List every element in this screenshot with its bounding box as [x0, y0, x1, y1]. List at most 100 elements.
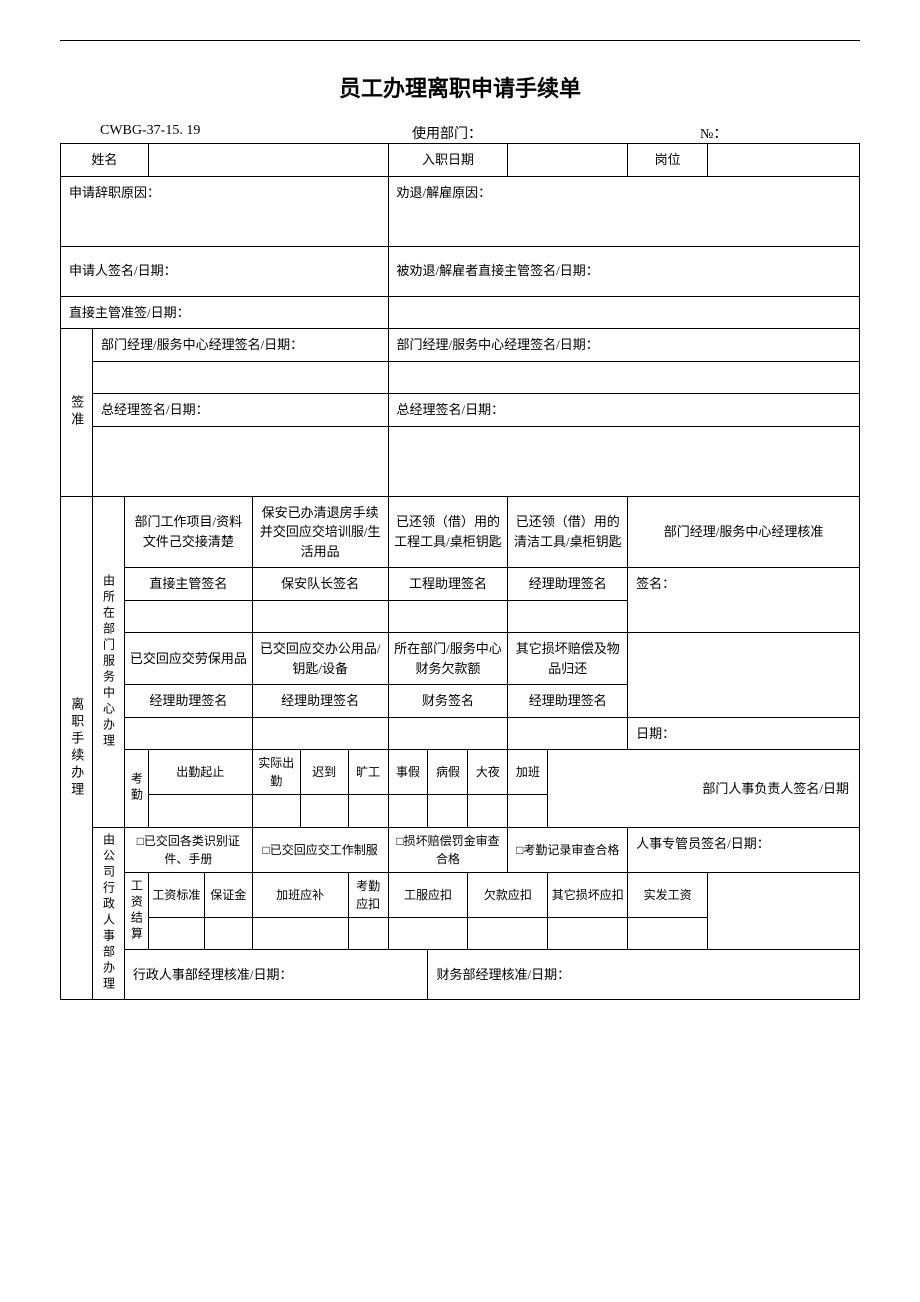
sal-c3-field[interactable] — [252, 917, 348, 950]
sal-c2-field[interactable] — [204, 917, 252, 950]
sal-c5: 工服应扣 — [388, 872, 468, 917]
proc2-c4: 其它损坏赔偿及物品归还 — [508, 633, 628, 685]
sig2-c3: 财务签名 — [388, 685, 508, 718]
approval-dept-right-blank[interactable] — [388, 361, 859, 394]
sal-c7: 其它损坏应扣 — [548, 872, 628, 917]
sal-c1-field[interactable] — [148, 917, 204, 950]
main-form-table: 姓名 入职日期 岗位 申请辞职原因： 劝退/解雇原因： 申请人签名/日期： 被劝… — [60, 143, 860, 1000]
proc1-c1: 部门工作项目/资料文件己交接清楚 — [124, 496, 252, 568]
sal-c8-field[interactable] — [628, 917, 708, 950]
sig1-c2-field[interactable] — [252, 600, 388, 633]
row-proc-1: 离职手续办理 由所在部门服务中心办理 部门工作项目/资料文件己交接清楚 保安已办… — [61, 496, 860, 568]
dismiss-sup-sig[interactable]: 被劝退/解雇者直接主管签名/日期： — [388, 246, 859, 296]
att-c9-label: 部门人事负责人签名/日期 — [702, 781, 849, 796]
att-c6: 病假 — [428, 750, 468, 795]
approval-dept-left[interactable]: 部门经理/服务中心经理签名/日期： — [92, 329, 388, 362]
approval-section-label: 签准 — [61, 329, 93, 497]
att-c5: 事假 — [388, 750, 428, 795]
proc1-c3: 已还领（借）用的工程工具/桌柜钥匙 — [388, 496, 508, 568]
final-left[interactable]: 行政人事部经理核准/日期： — [124, 950, 428, 1000]
no-label: №： — [700, 123, 860, 143]
att-c3-field[interactable] — [300, 795, 348, 828]
approval-gm-left-blank[interactable] — [92, 426, 388, 496]
sig1-c3: 工程助理签名 — [388, 568, 508, 601]
check-c3[interactable]: □损坏赔偿罚金审查合格 — [388, 827, 508, 872]
sal-c1: 工资标准 — [148, 872, 204, 917]
check-c5[interactable]: 人事专管员签名/日期： — [628, 827, 860, 872]
sig1-c3-field[interactable] — [388, 600, 508, 633]
approval-gm-right[interactable]: 总经理签名/日期： — [388, 394, 859, 427]
row-approval-gm: 总经理签名/日期： 总经理签名/日期： — [61, 394, 860, 427]
sig2-c2-field[interactable] — [252, 717, 388, 750]
sig2-c1-field[interactable] — [124, 717, 252, 750]
sal-blank[interactable] — [708, 872, 860, 950]
att-label: 考勤 — [124, 750, 148, 828]
sal-c6: 欠款应扣 — [468, 872, 548, 917]
entry-date-field[interactable] — [508, 144, 628, 177]
company-section-label: 由公司行政人事部办理 — [92, 827, 124, 1000]
sig1-c1-field[interactable] — [124, 600, 252, 633]
direct-sup-right[interactable] — [388, 296, 859, 329]
att-c1-field[interactable] — [148, 795, 252, 828]
proc2-c2: 已交回应交办公用品/钥匙/设备 — [252, 633, 388, 685]
sal-c8: 实发工资 — [628, 872, 708, 917]
row-proc-sig1: 直接主管签名 保安队长签名 工程助理签名 经理助理签名 签名： — [61, 568, 860, 601]
row-basic-info: 姓名 入职日期 岗位 — [61, 144, 860, 177]
sal-c5-field[interactable] — [388, 917, 468, 950]
approval-gm-left[interactable]: 总经理签名/日期： — [92, 394, 388, 427]
att-c2-field[interactable] — [252, 795, 300, 828]
row-proc-sig2-blank: 日期： — [61, 717, 860, 750]
att-c3: 迟到 — [300, 750, 348, 795]
att-c8-field[interactable] — [508, 795, 548, 828]
row-reasons: 申请辞职原因： 劝退/解雇原因： — [61, 176, 860, 246]
sig1-c2: 保安队长签名 — [252, 568, 388, 601]
sal-c4: 考勤应扣 — [348, 872, 388, 917]
resign-reason[interactable]: 申请辞职原因： — [61, 176, 389, 246]
sig1-c4-field[interactable] — [508, 600, 628, 633]
sal-c7-field[interactable] — [548, 917, 628, 950]
sig2-c1: 经理助理签名 — [124, 685, 252, 718]
procedure-section-label: 离职手续办理 — [61, 496, 93, 1000]
att-c5-field[interactable] — [388, 795, 428, 828]
sal-c6-field[interactable] — [468, 917, 548, 950]
att-c7-field[interactable] — [468, 795, 508, 828]
att-c9[interactable]: 部门人事负责人签名/日期 — [548, 750, 860, 828]
row-final: 行政人事部经理核准/日期： 财务部经理核准/日期： — [61, 950, 860, 1000]
entry-date-label: 入职日期 — [388, 144, 508, 177]
direct-sup-sig[interactable]: 直接主管准签/日期： — [61, 296, 389, 329]
dept-label: 使用部门： — [412, 123, 700, 143]
sig2-c4-field[interactable] — [508, 717, 628, 750]
final-right[interactable]: 财务部经理核准/日期： — [428, 950, 860, 1000]
att-c8: 加班 — [508, 750, 548, 795]
att-c6-field[interactable] — [428, 795, 468, 828]
check-c1[interactable]: □已交回各类识别证件、手册 — [124, 827, 252, 872]
sal-c4-field[interactable] — [348, 917, 388, 950]
check-c4[interactable]: □考勤记录审查合格 — [508, 827, 628, 872]
name-field[interactable] — [148, 144, 388, 177]
row-approval-dept: 签准 部门经理/服务中心经理签名/日期： 部门经理/服务中心经理签名/日期： — [61, 329, 860, 362]
form-header-row: CWBG-37-15. 19 使用部门： №： — [60, 123, 860, 143]
approval-gm-right-blank[interactable] — [388, 426, 859, 496]
dismiss-reason[interactable]: 劝退/解雇原因： — [388, 176, 859, 246]
applicant-sig[interactable]: 申请人签名/日期： — [61, 246, 389, 296]
sig2-c5[interactable]: 日期： — [628, 717, 860, 750]
approval-dept-right[interactable]: 部门经理/服务中心经理签名/日期： — [388, 329, 859, 362]
row-salary: 工资结算 工资标准 保证金 加班应补 考勤应扣 工服应扣 欠款应扣 其它损坏应扣… — [61, 872, 860, 917]
sig2-c2: 经理助理签名 — [252, 685, 388, 718]
name-label: 姓名 — [61, 144, 149, 177]
proc2-blank[interactable] — [628, 633, 860, 718]
approval-dept-left-blank[interactable] — [92, 361, 388, 394]
sig1-c4: 经理助理签名 — [508, 568, 628, 601]
salary-label: 工资结算 — [124, 872, 148, 950]
proc1-c4: 已还领（借）用的清洁工具/桌柜钥匙 — [508, 496, 628, 568]
proc1-c2: 保安已办清退房手续并交回应交培训服/生活用品 — [252, 496, 388, 568]
sig2-c3-field[interactable] — [388, 717, 508, 750]
row-attendance: 考勤 出勤起止 实际出勤 迟到 旷工 事假 病假 大夜 加班 部门人事负责人签名… — [61, 750, 860, 795]
att-c4-field[interactable] — [348, 795, 388, 828]
sal-c2: 保证金 — [204, 872, 252, 917]
check-c2[interactable]: □已交回应交工作制服 — [252, 827, 388, 872]
sig1-c5[interactable]: 签名： — [628, 568, 860, 633]
sal-c3: 加班应补 — [252, 872, 348, 917]
position-field[interactable] — [708, 144, 860, 177]
row-applicant-sig: 申请人签名/日期： 被劝退/解雇者直接主管签名/日期： — [61, 246, 860, 296]
